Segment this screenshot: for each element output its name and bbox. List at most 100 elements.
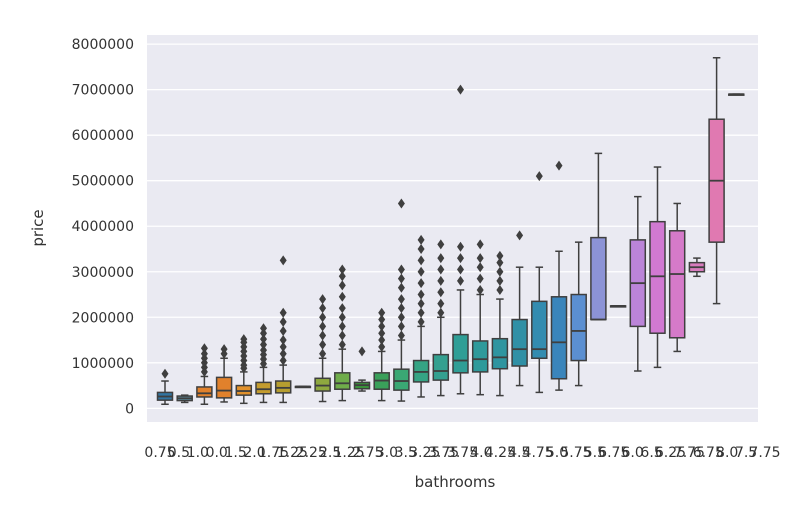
- y-tick-label: 6000000: [72, 128, 134, 144]
- box-10: [334, 264, 351, 402]
- flier-point: [397, 264, 405, 275]
- flier-point: [319, 303, 327, 314]
- x-tick-label: 6.75: [598, 445, 629, 461]
- flier-point: [437, 298, 445, 309]
- flier-point: [378, 335, 386, 346]
- box-iqr: [393, 368, 410, 391]
- flier-point: [437, 307, 445, 318]
- flier-point: [378, 328, 386, 339]
- x-tick-label: 3.0: [376, 445, 398, 461]
- flier-point: [319, 294, 327, 305]
- x-tick-labels: 0.750.51.00.01.52.01.751.252.252.51.252.…: [144, 445, 780, 461]
- flier-point: [338, 303, 346, 314]
- x-tick-label: 4.5: [508, 445, 530, 461]
- y-tick-label: 8000000: [72, 37, 134, 53]
- x-tick-label: 3.5: [395, 445, 417, 461]
- x-tick-label: 2.5: [319, 445, 341, 461]
- flier-point: [200, 348, 208, 359]
- box-18: [491, 250, 509, 397]
- flier-point: [397, 321, 405, 332]
- x-tick-label: 5.5: [584, 445, 606, 461]
- box-iqr: [471, 340, 489, 373]
- flier-point: [279, 255, 287, 266]
- x-tick-label: 7.5: [735, 445, 757, 461]
- x-tick-label: 1.75: [258, 445, 289, 461]
- x-tick-label: 0.5: [168, 445, 190, 461]
- box-17: [471, 239, 489, 396]
- flier-point: [417, 298, 425, 309]
- x-tick-label: 5.75: [560, 445, 591, 461]
- flier-point: [378, 321, 386, 332]
- flier-point: [260, 339, 267, 350]
- box-iqr: [274, 380, 292, 394]
- flier-point: [319, 348, 327, 359]
- flier-point: [279, 341, 287, 352]
- flier-point: [535, 171, 543, 182]
- flier-point: [417, 234, 425, 245]
- box-25: [629, 195, 647, 372]
- flier-point: [319, 330, 327, 341]
- flier-point: [279, 325, 287, 336]
- x-tick-label: 6.0: [622, 445, 644, 461]
- flier-point: [476, 253, 484, 264]
- box-29: [708, 57, 725, 305]
- flier-point: [437, 264, 445, 275]
- flier-point: [338, 291, 346, 302]
- x-tick-label: 4.75: [523, 445, 554, 461]
- box-iqr: [255, 381, 272, 395]
- box-13: [393, 198, 410, 402]
- y-tick-label: 3000000: [72, 265, 134, 281]
- box-iqr: [511, 318, 528, 367]
- box-28: [688, 257, 706, 278]
- box-15: [432, 239, 450, 397]
- y-tick-labels: 0 1000000 2000000 3000000 4000000 5000000 6000…: [72, 37, 134, 417]
- flier-point: [417, 255, 425, 266]
- x-tick-label: 3.75: [428, 445, 459, 461]
- box-iqr: [570, 293, 587, 362]
- flier-point: [397, 198, 405, 209]
- flier-point: [417, 278, 425, 289]
- box-iqr: [491, 337, 509, 370]
- flier-point: [417, 307, 425, 318]
- flier-point: [338, 271, 346, 282]
- box-6: [255, 323, 272, 404]
- flier-point: [457, 275, 464, 286]
- flier-point: [437, 287, 445, 298]
- box-30: [728, 93, 745, 96]
- x-tick-label: 1.5: [224, 445, 246, 461]
- flier-point: [457, 253, 464, 264]
- x-tick-label: 6.25: [655, 445, 686, 461]
- box-1: [156, 368, 174, 405]
- flier-point: [319, 312, 327, 323]
- flier-point: [338, 339, 346, 350]
- flier-point: [279, 335, 287, 346]
- flier-point: [338, 330, 346, 341]
- flier-point: [417, 266, 425, 277]
- flier-point: [555, 160, 563, 171]
- x-tick-label: 2.25: [296, 445, 327, 461]
- flier-point: [417, 316, 425, 327]
- x-tick-label: 6.5: [640, 445, 662, 461]
- x-tick-label: 0.75: [144, 445, 175, 461]
- x-tick-label: 1.0: [187, 445, 209, 461]
- x-tick-label: 3.75: [447, 445, 478, 461]
- box-11: [353, 346, 371, 392]
- flier-point: [319, 321, 327, 332]
- x-tick-label: 8.0: [716, 445, 738, 461]
- flier-point: [397, 282, 405, 293]
- flier-point: [496, 266, 504, 277]
- flier-point: [378, 341, 386, 352]
- box-4: [215, 344, 233, 403]
- x-tick-label: 6.75: [693, 445, 724, 461]
- box-7: [274, 255, 292, 404]
- flier-point: [240, 334, 248, 345]
- box-iqr: [334, 372, 351, 390]
- x-tick-label: 2.75: [352, 445, 383, 461]
- x-tick-label: 4.0: [470, 445, 492, 461]
- box-series: [156, 57, 745, 405]
- box-iqr: [590, 236, 607, 321]
- flier-point: [457, 241, 464, 252]
- box-iqr: [314, 377, 331, 392]
- x-tick-label: 3.25: [409, 445, 440, 461]
- flier-point: [279, 348, 287, 359]
